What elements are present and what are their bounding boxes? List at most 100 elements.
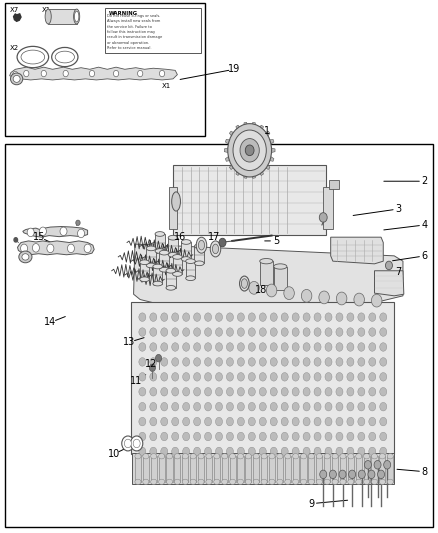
Ellipse shape: [166, 269, 176, 273]
Bar: [194, 246, 204, 263]
Ellipse shape: [159, 454, 165, 459]
Circle shape: [364, 461, 371, 469]
Circle shape: [172, 328, 179, 336]
Ellipse shape: [364, 479, 370, 484]
Bar: [308, 456, 314, 482]
Circle shape: [237, 373, 244, 381]
Ellipse shape: [74, 11, 79, 22]
Ellipse shape: [153, 281, 162, 286]
Circle shape: [237, 402, 244, 411]
Bar: [166, 456, 173, 482]
Ellipse shape: [379, 479, 385, 484]
Ellipse shape: [52, 47, 78, 67]
Circle shape: [219, 238, 226, 247]
Ellipse shape: [146, 263, 156, 268]
Circle shape: [183, 328, 190, 336]
Circle shape: [292, 343, 299, 351]
Circle shape: [281, 313, 288, 321]
Circle shape: [139, 313, 146, 321]
Circle shape: [369, 417, 376, 426]
Ellipse shape: [173, 272, 182, 276]
Circle shape: [292, 447, 299, 456]
Circle shape: [172, 447, 179, 456]
Circle shape: [84, 244, 91, 253]
Circle shape: [248, 432, 255, 441]
Circle shape: [226, 432, 233, 441]
Circle shape: [39, 227, 46, 236]
Circle shape: [161, 358, 168, 366]
Ellipse shape: [196, 237, 207, 253]
Polygon shape: [258, 169, 263, 175]
Circle shape: [314, 402, 321, 411]
Circle shape: [139, 432, 146, 441]
Ellipse shape: [151, 454, 157, 459]
Circle shape: [358, 373, 365, 381]
Circle shape: [237, 328, 244, 336]
Text: 10: 10: [108, 449, 120, 459]
Text: 9: 9: [308, 499, 314, 508]
Bar: [181, 242, 191, 259]
Circle shape: [159, 70, 165, 77]
Circle shape: [248, 417, 255, 426]
Bar: [328, 180, 339, 189]
Ellipse shape: [212, 244, 219, 254]
Circle shape: [194, 387, 201, 396]
Ellipse shape: [245, 479, 251, 484]
Circle shape: [325, 328, 332, 336]
Bar: [153, 266, 162, 284]
Bar: [159, 253, 169, 270]
Circle shape: [347, 402, 354, 411]
Circle shape: [133, 439, 140, 448]
Circle shape: [325, 402, 332, 411]
Circle shape: [266, 284, 277, 297]
Ellipse shape: [168, 253, 178, 257]
Circle shape: [248, 387, 255, 396]
Circle shape: [314, 387, 321, 396]
Circle shape: [358, 432, 365, 441]
Polygon shape: [265, 164, 270, 169]
Circle shape: [205, 432, 212, 441]
Circle shape: [270, 447, 277, 456]
Circle shape: [281, 343, 288, 351]
Ellipse shape: [245, 454, 251, 459]
Ellipse shape: [277, 454, 283, 459]
Ellipse shape: [260, 259, 273, 264]
Ellipse shape: [74, 9, 80, 24]
Circle shape: [150, 358, 157, 366]
Polygon shape: [224, 148, 229, 152]
Ellipse shape: [190, 454, 196, 459]
Circle shape: [139, 343, 146, 351]
Circle shape: [281, 358, 288, 366]
Circle shape: [270, 343, 277, 351]
Ellipse shape: [21, 50, 45, 64]
Circle shape: [358, 447, 365, 456]
Circle shape: [270, 402, 277, 411]
Circle shape: [369, 432, 376, 441]
Circle shape: [270, 387, 277, 396]
Bar: [151, 456, 157, 482]
Circle shape: [226, 417, 233, 426]
Circle shape: [270, 432, 277, 441]
Circle shape: [349, 470, 356, 479]
Bar: [285, 456, 291, 482]
Polygon shape: [244, 122, 248, 128]
Ellipse shape: [324, 454, 330, 459]
Circle shape: [385, 261, 392, 270]
Circle shape: [292, 402, 299, 411]
Bar: [105, 8, 201, 53]
Circle shape: [369, 358, 376, 366]
Polygon shape: [23, 227, 88, 237]
Circle shape: [369, 328, 376, 336]
Ellipse shape: [316, 454, 322, 459]
Bar: [159, 456, 165, 482]
Polygon shape: [236, 125, 241, 131]
Circle shape: [336, 373, 343, 381]
Circle shape: [325, 387, 332, 396]
Circle shape: [325, 358, 332, 366]
Circle shape: [347, 358, 354, 366]
Circle shape: [378, 470, 385, 479]
Circle shape: [292, 358, 299, 366]
Circle shape: [292, 417, 299, 426]
Circle shape: [194, 328, 201, 336]
Circle shape: [314, 358, 321, 366]
